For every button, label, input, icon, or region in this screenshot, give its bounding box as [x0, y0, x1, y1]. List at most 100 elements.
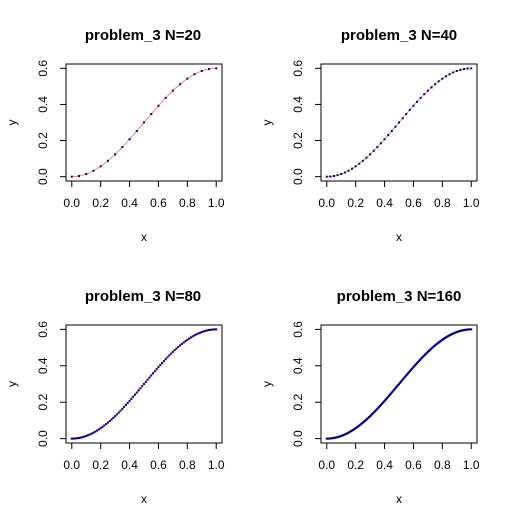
y-tick-label: 0.4	[291, 96, 305, 113]
chart-title: problem_3 N=160	[337, 288, 462, 305]
data-point	[150, 374, 153, 377]
y-tick-label: 0.2	[36, 132, 50, 149]
y-tick-label: 0.6	[36, 321, 50, 338]
x-tick-label: 0.4	[121, 458, 138, 472]
x-tick-label: 0.0	[318, 458, 335, 472]
data-point	[117, 411, 120, 414]
data-point	[193, 73, 196, 76]
data-point	[365, 156, 368, 159]
data-point	[121, 146, 124, 149]
data-point	[369, 153, 372, 156]
data-point	[208, 68, 210, 71]
data-point	[392, 389, 395, 392]
data-point	[423, 93, 426, 96]
x-axis-label: x	[396, 230, 402, 244]
x-tick-label: 0.6	[405, 196, 422, 210]
data-point	[380, 402, 383, 405]
data-point	[358, 162, 361, 165]
y-axis-label: y	[260, 381, 274, 387]
data-point	[112, 416, 115, 419]
data-point	[180, 342, 183, 345]
data-point	[200, 331, 203, 334]
data-point	[215, 328, 218, 331]
data-point	[381, 401, 384, 404]
data-point	[400, 379, 403, 382]
x-tick-label: 1.0	[463, 196, 480, 210]
data-point	[333, 174, 335, 177]
plot-frame	[65, 63, 223, 182]
data-point	[405, 374, 408, 377]
data-point	[437, 80, 440, 83]
data-point	[407, 371, 410, 374]
data-point	[397, 384, 400, 387]
x-tick-label: 0.8	[179, 458, 196, 472]
series-points	[70, 328, 218, 440]
data-point	[393, 388, 396, 391]
data-point	[114, 415, 117, 418]
data-point	[92, 431, 95, 434]
data-point	[74, 437, 77, 440]
data-point	[70, 175, 73, 178]
y-tick-label: 0.0	[291, 168, 305, 185]
x-tick-label: 0.8	[434, 458, 451, 472]
y-tick-label: 0.2	[36, 394, 50, 411]
plot-frame	[65, 324, 223, 444]
data-point	[137, 389, 140, 392]
data-point	[466, 67, 469, 70]
data-point	[208, 329, 210, 332]
data-point	[213, 328, 216, 331]
data-point	[188, 337, 191, 340]
data-point	[182, 341, 185, 344]
data-point	[97, 428, 100, 431]
x-tick-label: 0.2	[92, 458, 109, 472]
data-point	[200, 69, 203, 72]
data-point	[386, 396, 389, 399]
x-tick-label: 0.4	[376, 458, 393, 472]
data-point	[135, 129, 138, 132]
data-point	[106, 159, 109, 162]
data-point	[413, 365, 416, 368]
data-point	[171, 89, 174, 92]
y-axis-label: y	[5, 381, 19, 387]
y-tick-label: 0.6	[36, 60, 50, 77]
data-point	[395, 386, 398, 389]
x-axis-label: x	[396, 492, 402, 506]
data-point	[209, 328, 212, 331]
data-point	[132, 395, 135, 398]
chart-title: problem_3 N=80	[85, 288, 201, 305]
data-point	[103, 424, 106, 427]
data-point	[72, 437, 75, 440]
data-point	[387, 395, 390, 398]
data-point	[108, 420, 111, 423]
plot-frame	[320, 63, 478, 182]
data-point	[396, 385, 399, 388]
data-point	[133, 393, 136, 396]
data-point	[83, 435, 86, 438]
x-tick-label: 0.4	[121, 196, 138, 210]
data-point	[186, 77, 189, 80]
data-point	[459, 68, 462, 71]
data-point	[336, 174, 339, 177]
x-tick-label: 0.0	[63, 458, 80, 472]
x-tick-label: 0.8	[179, 196, 196, 210]
data-point	[379, 142, 382, 145]
data-point	[408, 108, 411, 111]
y-tick-label: 0.4	[291, 357, 305, 374]
y-tick-label: 0.6	[291, 321, 305, 338]
data-point	[170, 352, 173, 355]
data-point	[106, 421, 109, 424]
data-point	[189, 336, 192, 339]
data-point	[343, 171, 346, 174]
data-point	[455, 69, 458, 72]
data-point	[398, 383, 400, 385]
data-point	[78, 174, 80, 177]
x-tick-label: 0.0	[318, 196, 335, 210]
data-point	[157, 104, 160, 107]
plot-frame	[320, 324, 478, 444]
x-tick-label: 0.8	[434, 196, 451, 210]
data-point	[193, 334, 196, 337]
data-point	[388, 394, 391, 397]
data-point	[195, 333, 198, 336]
data-point	[376, 146, 379, 149]
series-points	[325, 67, 473, 178]
